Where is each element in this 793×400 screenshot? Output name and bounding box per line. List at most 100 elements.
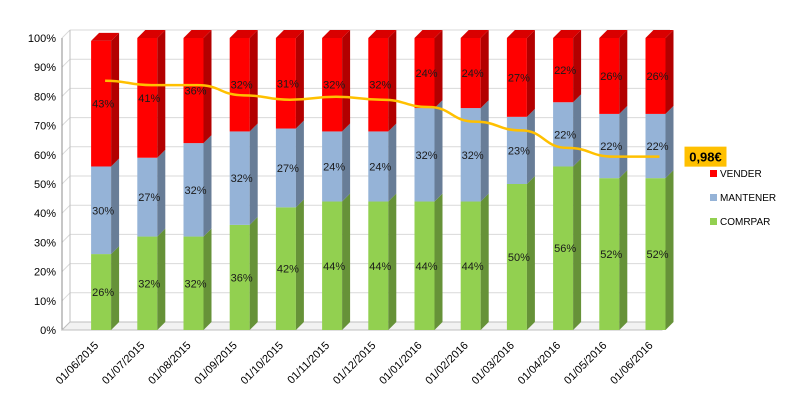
data-label: 23% xyxy=(508,145,530,157)
bar-side xyxy=(203,228,212,330)
bar-segment xyxy=(229,38,250,132)
bar-side xyxy=(157,30,166,158)
bar-segment xyxy=(368,38,389,132)
bar-side xyxy=(434,30,443,109)
bar-segment xyxy=(460,201,481,330)
bar-top xyxy=(506,30,535,38)
bar-segment xyxy=(91,254,112,330)
y-tick-label: 10% xyxy=(34,296,56,308)
x-tick-label: 01/08/2015 xyxy=(146,340,193,387)
y-tick-label: 20% xyxy=(34,267,56,279)
data-label: 32% xyxy=(231,80,253,92)
data-label: 22% xyxy=(646,141,668,153)
bar-side xyxy=(249,216,258,330)
data-label: 27% xyxy=(277,163,299,175)
bar-segment xyxy=(183,38,204,144)
bar-side xyxy=(619,170,628,330)
x-tick-label: 01/10/2015 xyxy=(239,340,286,387)
x-tick-label: 01/02/2016 xyxy=(423,340,470,387)
bar-segment xyxy=(506,38,527,117)
bar-side xyxy=(295,30,304,129)
bar-segment xyxy=(183,236,204,330)
data-label: 36% xyxy=(184,86,206,98)
price-line-path xyxy=(105,79,660,158)
y-tick-label: 0% xyxy=(40,325,56,337)
x-tick-label: 01/03/2016 xyxy=(470,340,517,387)
bar-side xyxy=(526,108,535,184)
gridline-side xyxy=(61,175,71,185)
data-label: 44% xyxy=(415,261,437,273)
price-line xyxy=(105,79,660,158)
gridline-side xyxy=(61,234,71,243)
bar-side xyxy=(388,30,397,132)
bar-top xyxy=(645,30,674,38)
bar-segment xyxy=(506,116,527,184)
price-tag-label: 0,98€ xyxy=(689,150,722,165)
bar-side xyxy=(111,32,120,167)
data-label: 32% xyxy=(462,150,484,162)
data-label: 27% xyxy=(508,72,530,84)
data-label: 22% xyxy=(554,129,576,141)
gridline-side xyxy=(61,204,71,214)
bar-segment xyxy=(275,207,296,330)
bar-segment xyxy=(368,201,389,330)
x-tick-label: 01/05/2016 xyxy=(562,340,609,387)
y-tick-label: 70% xyxy=(34,121,56,133)
data-label: 24% xyxy=(323,161,345,173)
bar-segment xyxy=(460,38,481,109)
bar-side xyxy=(157,149,166,237)
bar-side xyxy=(434,193,443,330)
data-label: 26% xyxy=(646,71,668,83)
data-label: 24% xyxy=(415,68,437,80)
data-label: 32% xyxy=(369,80,391,92)
gridline-side xyxy=(61,88,71,97)
bar-segment xyxy=(91,166,112,255)
bar-side xyxy=(526,176,535,330)
bar-segment xyxy=(91,40,112,167)
price-tag: 0,98€ xyxy=(684,146,727,167)
legend-swatch xyxy=(710,194,717,201)
price-tag-box xyxy=(684,146,727,167)
x-tick-label: 01/12/2015 xyxy=(331,340,378,387)
data-label: 22% xyxy=(554,65,576,77)
bar-side xyxy=(526,30,535,117)
bar-segment xyxy=(645,178,666,330)
bar-segment xyxy=(275,38,296,129)
data-label: 36% xyxy=(231,272,253,284)
bar-side xyxy=(295,199,304,330)
y-tick-label: 30% xyxy=(34,237,56,249)
x-tick-label: 01/09/2015 xyxy=(192,340,239,387)
x-tick-label: 01/01/2016 xyxy=(377,340,424,387)
data-label: 32% xyxy=(231,173,253,185)
bar-side xyxy=(573,30,582,103)
bar-side xyxy=(619,30,628,114)
gridline-side xyxy=(61,58,71,68)
bar-side xyxy=(388,123,397,202)
data-label: 32% xyxy=(184,185,206,197)
data-label: 27% xyxy=(138,192,160,204)
bar-side xyxy=(342,193,351,330)
bar-side xyxy=(111,158,120,255)
gridline-side xyxy=(61,292,71,302)
data-label: 30% xyxy=(92,205,114,217)
bar-segment xyxy=(137,236,158,330)
bar-side xyxy=(434,100,443,202)
bar-segment xyxy=(599,178,620,330)
bar-segment xyxy=(322,131,343,202)
bar-side xyxy=(295,120,304,208)
bar-top xyxy=(137,30,166,38)
data-label: 52% xyxy=(600,249,622,261)
y-axis-ticks: 0% 10% 20% 30% 40% 50% 60% 70% 80% 90% 100% xyxy=(28,33,56,337)
bar-segment xyxy=(599,38,620,114)
bar-segment xyxy=(229,131,250,225)
data-label: 32% xyxy=(184,278,206,290)
data-labels: 26% 30% 43% 32% 27% 41% 32% 32% 36% 36% 32% 32% 42% 2… xyxy=(92,65,669,299)
data-label: 44% xyxy=(323,261,345,273)
data-label: 43% xyxy=(92,99,114,111)
bar-side xyxy=(157,228,166,330)
bar-segment xyxy=(322,38,343,132)
bar-side xyxy=(342,30,351,132)
bar-side xyxy=(342,123,351,202)
bar-side xyxy=(480,30,489,109)
